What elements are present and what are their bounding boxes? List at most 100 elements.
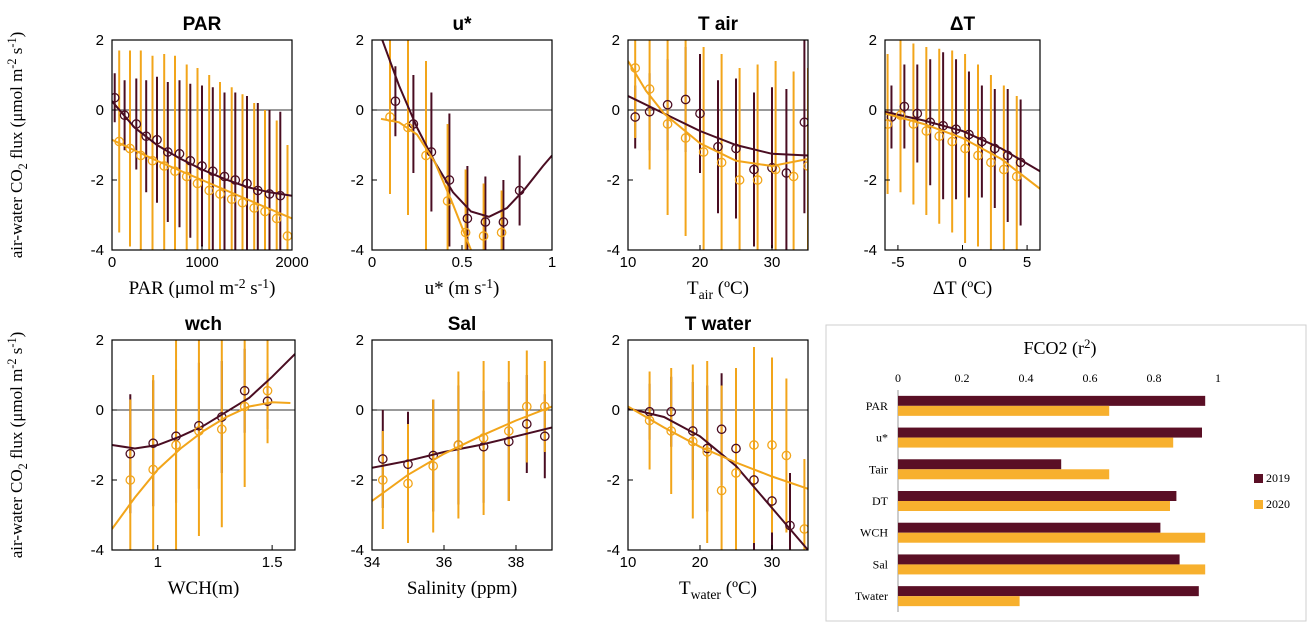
data-point — [973, 150, 983, 161]
y-tick-label: 0 — [612, 402, 620, 419]
panel-sal: 34 36 38 -4 -2 0 2 Sal Salinity (ppm) — [351, 314, 553, 599]
y-tick-label: -2 — [607, 472, 620, 489]
data-point — [977, 136, 987, 147]
series-2020 — [389, 40, 503, 250]
panel--t: -5 0 5 -4 -2 0 2 ΔT ΔT (ºC) — [864, 14, 1041, 299]
bar-2020 — [898, 469, 1110, 480]
data-point — [226, 194, 237, 205]
panel-t-air: 10 20 30 -4 -2 0 2 T air Tair (ºC) — [607, 14, 809, 302]
data-point — [662, 99, 673, 110]
series-2019 — [394, 66, 521, 250]
data-point — [666, 406, 677, 417]
data-point — [444, 175, 455, 185]
x-tick-label: 20 — [692, 554, 709, 571]
data-point — [453, 440, 464, 450]
series-2020 — [648, 347, 806, 550]
data-point — [242, 178, 252, 189]
data-point — [237, 197, 248, 208]
bar-x-tick-label: 0.4 — [1019, 371, 1034, 385]
data-point — [219, 171, 230, 182]
bar-2019 — [898, 459, 1062, 470]
data-point — [899, 101, 910, 112]
data-point — [230, 175, 241, 185]
bar-2020 — [898, 437, 1174, 448]
y-tick-label: 0 — [612, 102, 620, 119]
x-tick-label: 2000 — [275, 254, 308, 271]
data-point — [799, 524, 808, 534]
data-point — [503, 426, 514, 436]
data-point — [428, 461, 439, 471]
data-point — [275, 190, 286, 201]
panel-title: Sal — [448, 314, 477, 335]
data-point — [912, 108, 923, 119]
data-point — [478, 231, 489, 241]
plot-frame — [627, 339, 809, 551]
data-point — [989, 143, 1000, 154]
data-point — [385, 112, 395, 122]
y-tick-label: -4 — [351, 242, 364, 259]
y-axis-label-row2: air-water CO2 flux (μmol m-2 s-1) — [5, 332, 30, 559]
data-point — [503, 436, 514, 447]
data-point — [148, 464, 159, 475]
plot-frame — [627, 39, 809, 251]
data-point — [752, 175, 763, 185]
data-point — [770, 164, 781, 175]
panel-title: T water — [685, 314, 752, 335]
panel-u-: 0 0.5 1 -4 -2 0 2 u* u* (m s-1) — [351, 14, 557, 299]
y-axis-label-text: air-water CO2 flux (μmol m-2 s-1) — [5, 32, 30, 259]
data-point — [403, 459, 413, 470]
bar-x-tick-label: 0.8 — [1147, 371, 1162, 385]
data-point — [262, 396, 273, 407]
data-point — [215, 189, 225, 199]
data-point — [403, 478, 413, 489]
series-2020 — [886, 40, 1018, 250]
data-point — [749, 164, 759, 175]
data-point — [960, 143, 970, 154]
data-point — [147, 155, 158, 166]
bar-2020 — [898, 564, 1206, 575]
data-point — [644, 106, 655, 117]
data-point — [716, 424, 727, 435]
legend-swatch-2020 — [1254, 500, 1263, 509]
bar-x-tick-label: 0.2 — [955, 371, 970, 385]
data-point — [951, 124, 961, 135]
data-point — [934, 131, 945, 142]
series-2020 — [118, 50, 289, 250]
data-point — [698, 147, 709, 157]
data-layer — [380, 40, 552, 250]
data-layer — [372, 350, 552, 543]
x-tick-label: 1000 — [185, 254, 218, 271]
data-point — [666, 426, 677, 436]
bar-2020 — [898, 532, 1206, 543]
x-tick-label: 10 — [620, 554, 637, 571]
x-tick-label: 38 — [508, 554, 525, 571]
data-point — [964, 129, 974, 140]
x-tick-label: 30 — [764, 254, 781, 271]
data-point — [162, 147, 173, 157]
panel-title: wch — [184, 314, 222, 335]
series-2020 — [381, 350, 546, 543]
data-point — [749, 475, 759, 485]
data-point — [390, 96, 401, 107]
data-point — [908, 119, 919, 129]
y-tick-label: 2 — [96, 32, 104, 49]
bar-chart-r2: FCO2 (r2) 0 0.2 0.4 0.6 0.8 1 PAR u* Tair DT WCH Sal… — [825, 324, 1307, 622]
data-point — [781, 450, 792, 461]
y-tick-label: -4 — [91, 242, 104, 259]
data-point — [498, 217, 509, 227]
bar-category-label: u* — [876, 431, 888, 445]
plot-frame — [371, 39, 553, 251]
x-axis-label: ΔT (ºC) — [933, 278, 992, 299]
data-point — [716, 485, 727, 496]
data-point — [249, 203, 260, 213]
data-point — [114, 136, 125, 147]
series-2020 — [129, 340, 269, 550]
panel-title: T air — [698, 14, 739, 35]
data-point — [480, 217, 491, 227]
y-tick-label: -4 — [91, 542, 104, 559]
data-point — [141, 131, 152, 142]
data-point — [421, 150, 431, 161]
x-tick-label: 1 — [548, 254, 556, 271]
data-point — [630, 63, 641, 73]
